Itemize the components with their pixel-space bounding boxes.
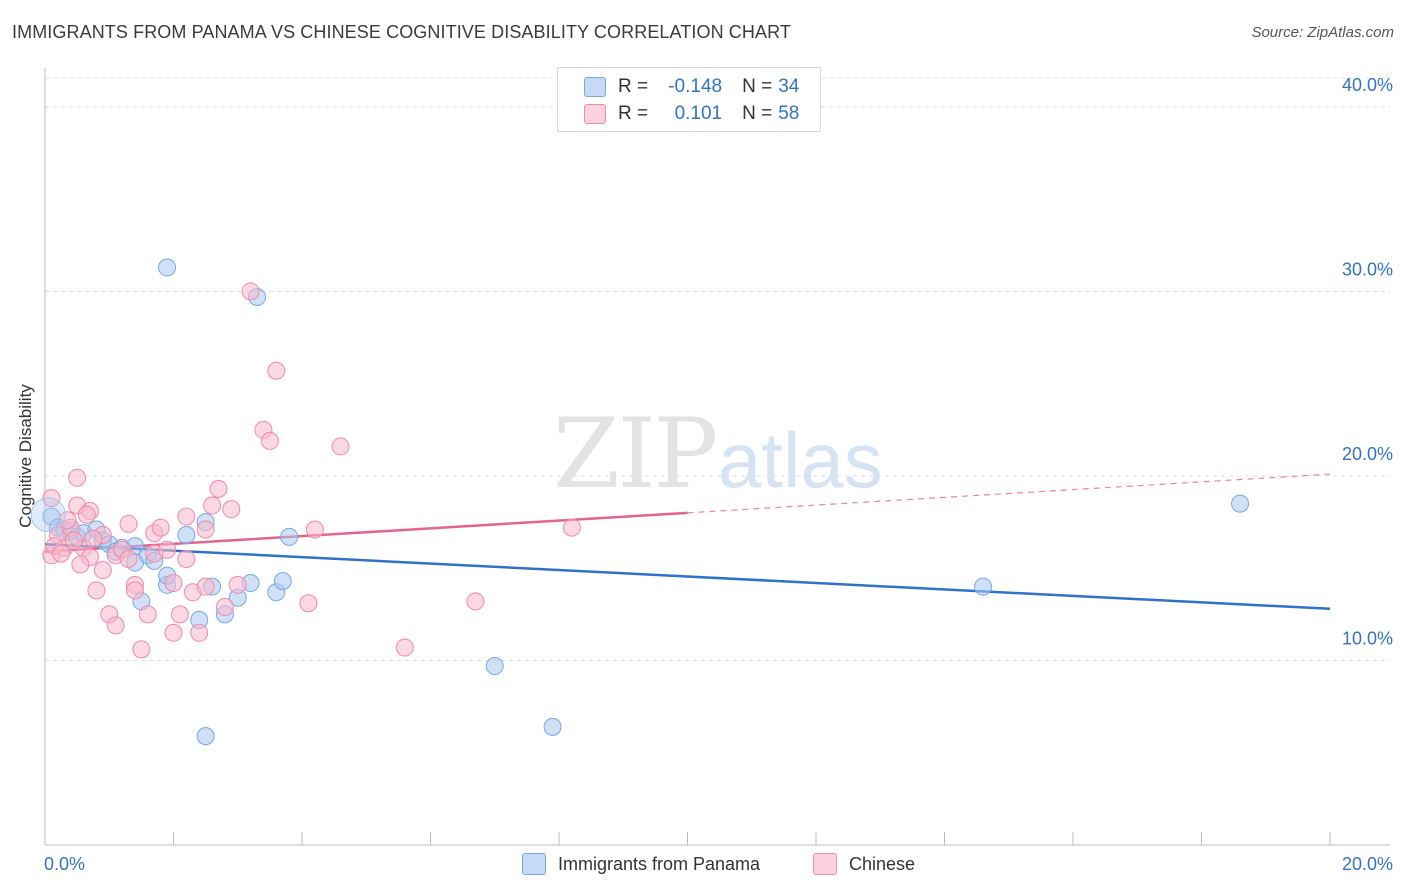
point-chinese (164, 623, 183, 642)
point-chinese (158, 540, 177, 559)
point-chinese (164, 573, 183, 592)
legend-n-label: N = (742, 76, 773, 97)
point-chinese (170, 605, 189, 624)
legend-row-chinese: R = 0.101 N = 58 (584, 102, 799, 126)
point-panama (485, 657, 504, 676)
point-chinese (77, 505, 96, 524)
trend-line-panama (44, 542, 1331, 611)
x-tick-label-max: 20.0% (1342, 854, 1393, 874)
point-panama (196, 727, 215, 746)
point-chinese (93, 561, 112, 580)
point-chinese (305, 520, 324, 539)
point-chinese (299, 594, 318, 613)
point-chinese (215, 597, 234, 616)
point-chinese (466, 592, 485, 611)
point-chinese (177, 549, 196, 568)
legend-n-value: 34 (778, 76, 800, 97)
x-tick-label-min: 0.0% (44, 854, 85, 874)
bottom-legend-label-chinese: Chinese (849, 853, 916, 874)
y-tick-label: 10.0% (1342, 628, 1393, 648)
legend-n-value: 58 (778, 103, 800, 124)
point-panama (273, 572, 292, 591)
point-chinese (562, 518, 581, 537)
point-panama (280, 527, 299, 546)
point-chinese (267, 361, 286, 380)
point-chinese (260, 431, 279, 450)
point-chinese (84, 529, 103, 548)
source-label: Source: ZipAtlas.com (1251, 24, 1394, 41)
watermark-zip: ZIP (553, 398, 716, 510)
axes (44, 68, 1390, 846)
chart-title: IMMIGRANTS FROM PANAMA VS CHINESE COGNIT… (12, 22, 791, 42)
point-chinese (228, 575, 247, 594)
tick-labels: 10.0% 20.0% 30.0% 40.0% 0.0% 20.0% (44, 75, 1393, 874)
watermark-atlas: atlas (718, 416, 883, 504)
point-chinese (209, 479, 228, 498)
point-chinese (196, 577, 215, 596)
trend-line-chinese-projection (687, 473, 1331, 514)
point-chinese (52, 544, 71, 563)
bottom-legend-panama: Immigrants from Panama (522, 852, 760, 876)
y-tick-label: 40.0% (1342, 75, 1393, 95)
point-chinese (125, 581, 144, 600)
zipatlas-watermark: ZIP atlas (553, 398, 883, 510)
legend-swatch-panama (584, 77, 606, 97)
bottom-legend-swatch-panama (522, 853, 546, 875)
bottom-legend-label-panama: Immigrants from Panama (558, 853, 761, 874)
point-chinese (241, 282, 260, 301)
point-chinese (222, 500, 241, 519)
point-chinese (119, 514, 138, 533)
point-chinese (395, 638, 414, 657)
correlation-legend: R = -0.148 N = 34 R = 0.101 N = 58 (557, 67, 821, 132)
legend-r-value: 0.101 (674, 103, 723, 124)
point-panama (974, 577, 993, 596)
point-chinese (132, 640, 151, 659)
data-points (30, 258, 1250, 746)
bottom-legend-chinese: Chinese (813, 852, 915, 876)
point-chinese (64, 531, 83, 550)
point-panama (158, 258, 177, 277)
point-panama-large (30, 497, 66, 533)
bottom-legend-swatch-chinese (813, 853, 837, 875)
legend-swatch-chinese (584, 104, 606, 124)
point-chinese (138, 605, 157, 624)
point-chinese (151, 518, 170, 537)
point-panama (543, 717, 562, 736)
point-chinese (196, 520, 215, 539)
point-chinese (71, 555, 90, 574)
point-chinese (203, 496, 222, 515)
point-panama (1231, 494, 1250, 513)
point-chinese (190, 623, 209, 642)
point-chinese (87, 581, 106, 600)
gridlines (45, 77, 1390, 661)
y-tick-label: 20.0% (1342, 444, 1393, 464)
legend-r-label: R = (618, 76, 649, 97)
y-axis-label: Cognitive Disability (16, 384, 35, 528)
legend-r-value: -0.148 (668, 76, 723, 97)
point-chinese (177, 507, 196, 526)
y-tick-label: 30.0% (1342, 259, 1393, 279)
point-chinese (106, 616, 125, 635)
point-chinese (58, 511, 77, 530)
point-chinese (331, 437, 350, 456)
point-panama (177, 526, 196, 544)
point-chinese (119, 549, 138, 568)
point-chinese (68, 468, 87, 487)
legend-row-panama: R = -0.148 N = 34 (584, 75, 799, 99)
legend-r-label: R = (618, 103, 649, 124)
legend-n-label: N = (742, 103, 773, 124)
